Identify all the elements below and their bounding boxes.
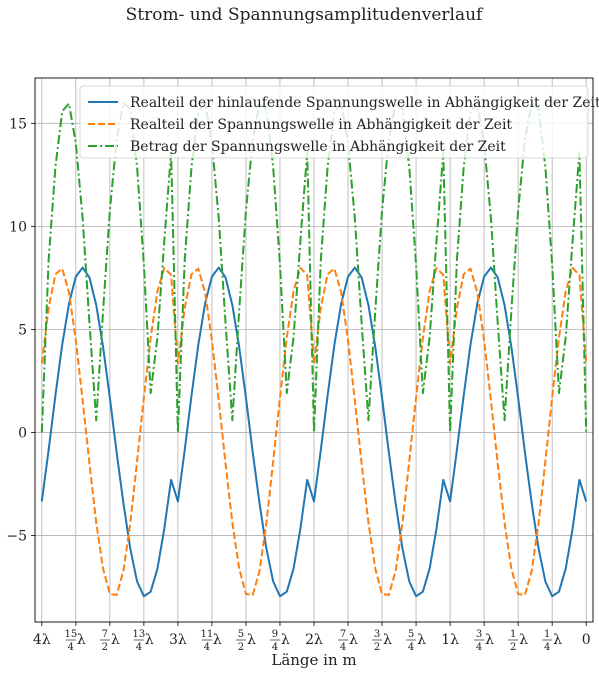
x-tick-suffix: λ <box>281 632 290 648</box>
x-tick-suffix: λ <box>450 632 459 648</box>
x-tick-label: 1 4 λ <box>542 629 562 653</box>
x-tick-numerator: 15 <box>64 629 77 640</box>
x-axis-label: Länge in m <box>271 651 356 669</box>
x-tick-label: 11 4 λ <box>201 629 222 653</box>
x-tick-denominator: 4 <box>408 642 414 653</box>
x-tick-numerator: 7 <box>102 629 108 640</box>
x-tick-text: 3λ <box>169 632 187 648</box>
x-tick-denominator: 2 <box>510 642 516 653</box>
x-tick-label: 94 λ <box>270 629 290 653</box>
y-axis-ticks: 15 10 5 0 −5 <box>6 116 35 544</box>
x-tick-denominator: 4 <box>544 642 550 653</box>
x-tick-text: 4λ <box>33 632 51 648</box>
x-tick-label: 4λ <box>33 632 51 648</box>
x-tick-label: 3λ <box>169 632 187 648</box>
x-tick-numerator: 5 <box>408 629 414 640</box>
x-tick-number: 3 <box>169 632 178 648</box>
x-tick-suffix: λ <box>553 632 562 648</box>
x-tick-denominator: 2 <box>238 642 244 653</box>
y-tick-label: 15 <box>9 116 27 132</box>
x-tick-suffix: λ <box>417 632 426 648</box>
x-tick-label: 15 4 λ <box>64 629 85 653</box>
y-tick-label: 5 <box>18 322 27 338</box>
x-tick-suffix: λ <box>111 632 120 648</box>
x-tick-numerator: 13 <box>133 629 146 640</box>
x-tick-label: 1λ <box>441 632 459 648</box>
x-tick-suffix: λ <box>178 632 187 648</box>
x-tick-label: 3 4 λ <box>474 629 494 653</box>
x-tick-denominator: 4 <box>68 642 74 653</box>
x-tick-numerator: 5 <box>238 629 244 640</box>
x-tick-numerator: 1 <box>544 629 550 640</box>
x-tick-label: 5 4 λ <box>406 629 426 653</box>
x-tick-numerator: 1 <box>510 629 516 640</box>
x-tick-denominator: 4 <box>476 642 482 653</box>
x-tick-text: 1λ <box>441 632 459 648</box>
x-tick-label: 2λ <box>305 632 323 648</box>
x-tick-suffix: λ <box>77 632 86 648</box>
x-tick-suffix: λ <box>349 632 358 648</box>
y-tick-label: 10 <box>9 219 27 235</box>
x-tick-denominator: 4 <box>136 642 142 653</box>
x-tick-suffix: λ <box>213 632 222 648</box>
x-tick-label: 0 <box>582 632 591 648</box>
x-tick-number: 1 <box>441 632 450 648</box>
x-tick-number: 0 <box>582 632 591 648</box>
x-tick-numerator: 9 <box>272 629 278 640</box>
legend-label: Realteil der hinlaufende Spannungswelle … <box>130 95 599 111</box>
x-tick-label: 13 4 λ <box>133 629 154 653</box>
x-tick-number: 2 <box>305 632 314 648</box>
chart-title: Strom- und Spannungsamplitudenverlauf <box>126 5 484 25</box>
x-tick-number: 4 <box>33 632 42 648</box>
x-tick-label: 1 2 λ <box>508 629 528 653</box>
x-tick-label: 74 λ <box>338 629 358 653</box>
x-tick-label: 5 2 λ <box>236 629 256 653</box>
x-tick-label: 3 2 λ <box>372 629 392 653</box>
x-tick-suffix: λ <box>519 632 528 648</box>
x-tick-suffix: λ <box>247 632 256 648</box>
legend-label: Betrag der Spannungswelle in Abhängigkei… <box>130 139 506 155</box>
x-tick-numerator: 11 <box>201 629 214 640</box>
legend: Realteil der hinlaufende Spannungswelle … <box>80 86 599 158</box>
x-tick-label: 7 2 λ <box>100 629 120 653</box>
x-tick-suffix: λ <box>42 632 51 648</box>
x-tick-numerator: 7 <box>340 629 346 640</box>
x-tick-numerator: 3 <box>374 629 380 640</box>
x-tick-text: 2λ <box>305 632 323 648</box>
x-tick-suffix: λ <box>145 632 154 648</box>
x-tick-denominator: 4 <box>204 642 210 653</box>
y-tick-label: 0 <box>18 425 27 441</box>
x-tick-suffix: λ <box>383 632 392 648</box>
x-tick-suffix: λ <box>314 632 323 648</box>
x-tick-denominator: 2 <box>102 642 108 653</box>
y-tick-label: −5 <box>6 528 27 544</box>
x-axis-ticks: 4λ 154 λ 72 λ 134 λ 3λ 114 λ 52 λ 94 λ 2λ 74 λ 32 λ 54 λ 1λ 34… <box>33 622 591 653</box>
x-tick-suffix: λ <box>485 632 494 648</box>
x-tick-text: 0 <box>582 632 591 648</box>
x-tick-numerator: 3 <box>476 629 482 640</box>
x-tick-denominator: 2 <box>374 642 380 653</box>
legend-label: Realteil der Spannungswelle in Abhängigk… <box>130 117 512 133</box>
